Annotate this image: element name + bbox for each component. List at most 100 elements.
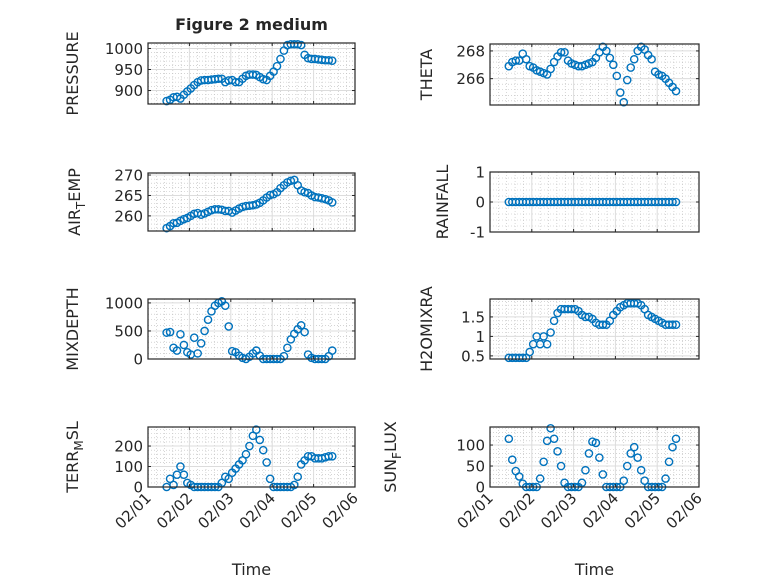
- data-point: [179, 340, 189, 350]
- y-axis-label: AIRTEMP: [65, 168, 88, 236]
- data-point: [549, 316, 559, 326]
- data-point: [633, 453, 642, 462]
- data-point: [661, 474, 670, 483]
- data-point: [546, 423, 555, 433]
- x-tick-label: 02/04: [236, 489, 279, 532]
- data-point: [324, 55, 334, 65]
- data-point: [504, 434, 514, 444]
- y-axis-label: SUNFLUX: [381, 421, 404, 493]
- data-point: [615, 88, 625, 97]
- data-point: [626, 449, 636, 458]
- y-tick-label: 0.5: [461, 347, 485, 365]
- y-tick-label: 500: [114, 322, 143, 340]
- x-tick-label: 02/03: [537, 489, 580, 532]
- y-axis-label-subscript: F: [390, 452, 404, 459]
- data-point: [553, 447, 562, 456]
- data-point: [293, 472, 303, 482]
- data-point: [546, 64, 555, 74]
- y-axis-label-subscript: T: [74, 201, 88, 210]
- y-tick-label: 0: [475, 194, 485, 212]
- data-point: [560, 48, 569, 57]
- y-tick-label: 100: [114, 458, 143, 476]
- plot-area: [490, 299, 699, 359]
- x-tick-label: 02/02: [495, 489, 538, 532]
- axes-mixdepth: 0 500 1000 MIXDEPTH: [63, 287, 356, 371]
- data-point: [595, 453, 604, 462]
- data-point: [327, 198, 337, 207]
- y-axis-label: THETA: [417, 49, 436, 101]
- y-axis-label: H2OMIXRA: [417, 286, 436, 372]
- data-point: [296, 321, 306, 330]
- data-point: [598, 320, 608, 330]
- data-point: [172, 346, 182, 355]
- data-point: [300, 187, 309, 197]
- data-point: [327, 451, 337, 461]
- x-tick-label: 02/05: [277, 489, 320, 532]
- data-point: [581, 465, 590, 475]
- y-tick-label: 266: [456, 70, 485, 88]
- data-point: [241, 449, 251, 459]
- data-point: [272, 61, 282, 71]
- y-axis-label-part: RAINFALL: [433, 165, 452, 240]
- axes-rainfall: -1 0 1 RAINFALL: [433, 164, 700, 242]
- y-tick-label: 200: [114, 438, 143, 456]
- data-point: [324, 451, 334, 461]
- axes-air-temp: 260 265 270 AIRTEMP: [65, 167, 356, 236]
- axes-frame: [489, 298, 700, 360]
- data-point: [265, 474, 275, 484]
- data-point: [539, 332, 548, 341]
- data-point: [556, 48, 566, 57]
- axes-h2omixra: 0.51 1.5 H2OMIXRA: [417, 286, 700, 372]
- y-axis-label-part: MIXDEPTH: [63, 287, 82, 370]
- axes-frame: [147, 172, 356, 232]
- y-tick-label: -1: [470, 224, 485, 242]
- x-tick-label: 02/05: [621, 489, 664, 532]
- data-point: [327, 346, 337, 355]
- data-point: [162, 328, 171, 337]
- x-tick-label: 02/06: [663, 489, 706, 532]
- data-point: [668, 442, 677, 452]
- y-axis-label-part: EMP: [65, 168, 84, 202]
- chart-title: Figure 2 medium: [175, 15, 328, 34]
- data-point: [265, 190, 275, 200]
- y-tick-label: 0: [133, 479, 143, 497]
- plot-area: [490, 44, 699, 105]
- y-axis-label-subscript: M: [72, 440, 86, 450]
- y-tick-label: 100: [456, 437, 485, 455]
- y-axis-label-part: THETA: [417, 49, 436, 101]
- y-axis-label: PRESSURE: [63, 31, 82, 115]
- y-axis-label: TERRMSL: [63, 421, 86, 494]
- data-point: [612, 71, 622, 81]
- data-point: [176, 330, 185, 339]
- data-point: [193, 349, 202, 358]
- y-axis-label-part: PRESSURE: [63, 31, 82, 115]
- y-tick-label: 1.5: [461, 308, 485, 326]
- y-axis-label-part: SUN: [381, 459, 400, 493]
- y-tick-label: 268: [456, 42, 485, 60]
- y-tick-label: 900: [114, 82, 143, 100]
- x-axis-label: Time: [574, 560, 614, 579]
- data-point: [671, 86, 681, 96]
- axes-terr-msl: 010020002/0102/0202/0302/0402/0502/06Tim…: [63, 421, 362, 579]
- data-point: [539, 457, 548, 467]
- data-point: [258, 445, 268, 455]
- y-axis-label-part: LUX: [381, 421, 400, 452]
- axes-frame: [147, 42, 356, 105]
- y-tick-label: 0: [133, 351, 143, 369]
- y-tick-label: 50: [466, 458, 485, 476]
- data-point: [276, 54, 285, 64]
- y-tick-label: 1: [475, 164, 485, 182]
- data-point: [664, 457, 674, 467]
- data-point: [549, 434, 559, 444]
- data-point: [525, 347, 535, 357]
- data-point: [283, 343, 292, 353]
- data-point: [514, 472, 524, 481]
- x-tick-label: 02/02: [153, 489, 196, 532]
- data-point: [203, 315, 213, 325]
- data-point: [511, 56, 521, 65]
- plot-area: [148, 427, 355, 487]
- data-point: [189, 333, 199, 342]
- data-point: [535, 474, 545, 483]
- data-point: [598, 470, 608, 479]
